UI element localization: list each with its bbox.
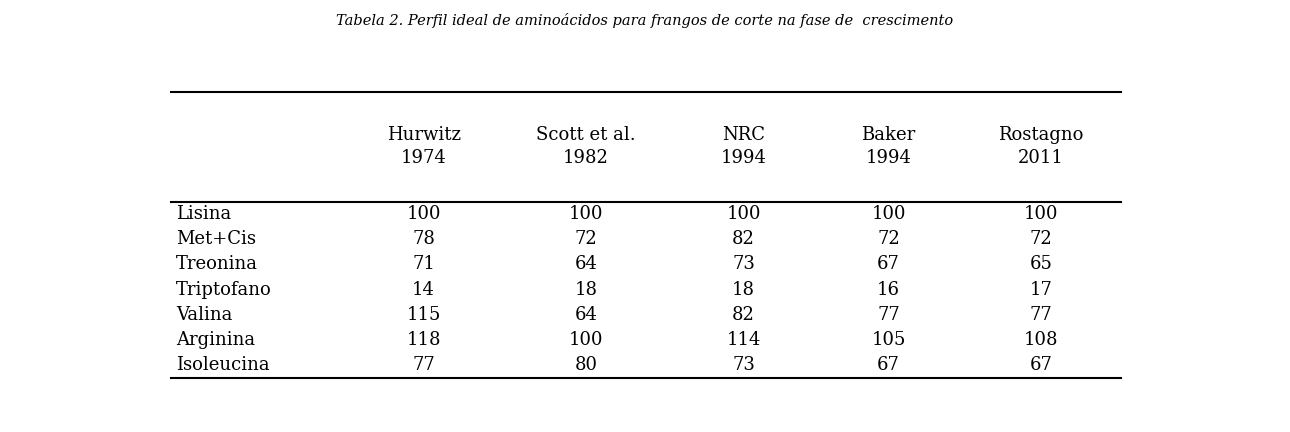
- Text: 77: 77: [1029, 306, 1053, 324]
- Text: Rostagno
2011: Rostagno 2011: [998, 126, 1084, 168]
- Text: 115: 115: [406, 306, 441, 324]
- Text: 82: 82: [733, 230, 755, 248]
- Text: 100: 100: [569, 331, 604, 349]
- Text: 16: 16: [877, 281, 900, 299]
- Text: Met+Cis: Met+Cis: [177, 230, 257, 248]
- Text: 18: 18: [574, 281, 597, 299]
- Text: 72: 72: [1029, 230, 1053, 248]
- Text: 100: 100: [726, 205, 761, 223]
- Text: 105: 105: [871, 331, 906, 349]
- Text: 77: 77: [413, 356, 435, 374]
- Text: 67: 67: [877, 255, 900, 273]
- Text: 77: 77: [877, 306, 900, 324]
- Text: 80: 80: [574, 356, 597, 374]
- Text: 72: 72: [877, 230, 900, 248]
- Text: 108: 108: [1024, 331, 1058, 349]
- Text: 73: 73: [733, 255, 755, 273]
- Text: 78: 78: [413, 230, 435, 248]
- Text: 118: 118: [406, 331, 441, 349]
- Text: 67: 67: [1029, 356, 1053, 374]
- Text: NRC
1994: NRC 1994: [721, 126, 766, 168]
- Text: Arginina: Arginina: [177, 331, 255, 349]
- Text: 71: 71: [413, 255, 435, 273]
- Text: Valina: Valina: [177, 306, 232, 324]
- Text: 100: 100: [871, 205, 906, 223]
- Text: 73: 73: [733, 356, 755, 374]
- Text: 100: 100: [1024, 205, 1058, 223]
- Text: Scott et al.
1982: Scott et al. 1982: [537, 126, 636, 168]
- Text: 67: 67: [877, 356, 900, 374]
- Text: 72: 72: [575, 230, 597, 248]
- Text: 114: 114: [726, 331, 761, 349]
- Text: 18: 18: [733, 281, 755, 299]
- Text: 17: 17: [1029, 281, 1053, 299]
- Text: 64: 64: [575, 255, 597, 273]
- Text: Treonina: Treonina: [177, 255, 258, 273]
- Text: 82: 82: [733, 306, 755, 324]
- Text: 14: 14: [413, 281, 435, 299]
- Text: 65: 65: [1029, 255, 1053, 273]
- Text: Baker
1994: Baker 1994: [862, 126, 916, 168]
- Text: Triptofano: Triptofano: [177, 281, 272, 299]
- Text: Lisina: Lisina: [177, 205, 231, 223]
- Text: Tabela 2. Perfil ideal de aminoácidos para frangos de corte na fase de  crescime: Tabela 2. Perfil ideal de aminoácidos pa…: [337, 13, 953, 28]
- Text: Hurwitz
1974: Hurwitz 1974: [387, 126, 461, 168]
- Text: 100: 100: [569, 205, 604, 223]
- Text: 64: 64: [575, 306, 597, 324]
- Text: 100: 100: [406, 205, 441, 223]
- Text: Isoleucina: Isoleucina: [177, 356, 270, 374]
